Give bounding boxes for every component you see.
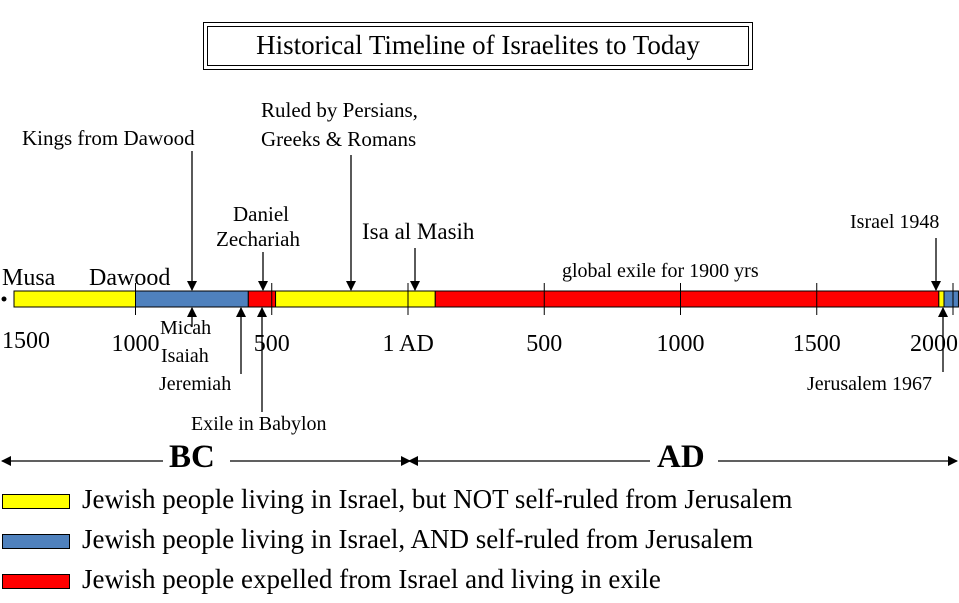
tick-label: 1500 <box>792 331 841 357</box>
label-kings: Kings from Dawood <box>22 126 195 150</box>
label-daniel: Daniel <box>233 202 289 226</box>
tick-label: 500 <box>526 331 563 357</box>
timeline-segment-exile <box>434 290 940 308</box>
tick-label: 1 AD <box>382 331 434 357</box>
label-musa: Musa <box>2 265 56 291</box>
label-global-exile: global exile for 1900 yrs <box>562 260 759 282</box>
label-isa: Isa al Masih <box>362 219 475 244</box>
legend-label: Jewish people living in Israel, AND self… <box>82 524 754 554</box>
tick-label: 2000 <box>910 331 958 357</box>
legend-label: Jewish people living in Israel, but NOT … <box>82 484 793 514</box>
legend-swatch-blue <box>2 534 70 549</box>
timeline-segment-not-self-ruled <box>13 290 136 308</box>
legend-label: Jewish people expelled from Israel and l… <box>82 564 661 594</box>
tick-label: 1000 <box>111 331 160 357</box>
legend-swatch-yellow <box>2 494 70 509</box>
label-jerusalem-1967: Jerusalem 1967 <box>807 373 932 395</box>
timeline-segment-not-self-ruled <box>938 290 945 308</box>
era-ad: AD <box>651 439 711 476</box>
label-ruled-line-1: Ruled by Persians, <box>261 98 418 122</box>
label-israel-1948: Israel 1948 <box>850 211 940 233</box>
tick-label: 1000 <box>656 331 705 357</box>
timeline-segment-not-self-ruled <box>275 290 436 308</box>
label-dawood: Dawood <box>89 265 171 291</box>
tick-label: 500 <box>253 331 290 357</box>
label-jeremiah: Jeremiah <box>159 373 232 395</box>
era-bc: BC <box>163 439 221 476</box>
timeline-bar <box>13 290 959 308</box>
label-zechariah: Zechariah <box>216 227 300 251</box>
tick-label-start: 1500 <box>2 328 50 354</box>
timeline-ticks <box>135 283 954 315</box>
label-ruled-line-2: Greeks & Romans <box>261 127 417 151</box>
label-isaiah: Isaiah <box>161 345 209 367</box>
label-micah: Micah <box>160 317 212 339</box>
timeline-segment-self-ruled <box>135 290 249 308</box>
legend-swatch-red <box>2 574 70 589</box>
timeline-start-dot <box>1 296 7 302</box>
timeline-segment-self-ruled <box>943 290 959 308</box>
title-box: Historical Timeline of Israelites to Tod… <box>203 22 753 70</box>
label-exile-babylon: Exile in Babylon <box>191 413 327 435</box>
